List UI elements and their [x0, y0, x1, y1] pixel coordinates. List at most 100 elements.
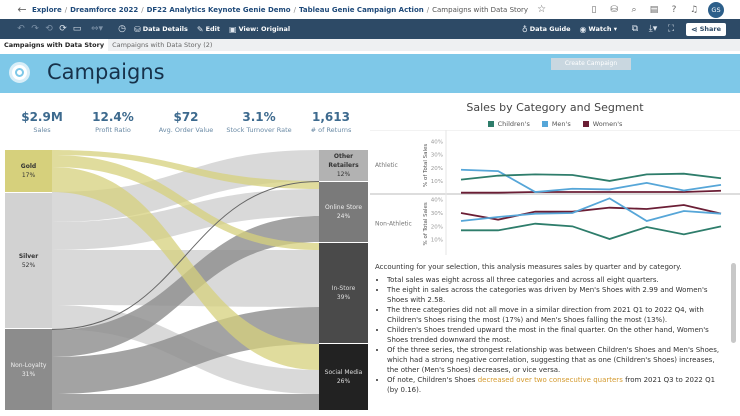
- comment-icon[interactable]: ⧉: [631, 24, 639, 34]
- view-button[interactable]: ▣ View: Original: [229, 25, 290, 34]
- sheet-tabs: Campaigns with Data Story Campaigns with…: [0, 39, 740, 51]
- edit-button[interactable]: ✎ Edit: [197, 25, 220, 34]
- node-label: Online Store: [324, 204, 363, 211]
- sankey-node-other-retailers[interactable]: Other Retailers 12%: [319, 150, 368, 181]
- sankey-flow-non-loyalty-other[interactable]: [51, 181, 320, 330]
- metrics-icon[interactable]: ◷: [118, 24, 126, 34]
- sankey-node-silver[interactable]: Silver 52%: [5, 193, 52, 328]
- narrative-scrollbar[interactable]: [731, 263, 736, 343]
- lightbulb-icon: ♁: [521, 24, 528, 34]
- back-arrow-icon[interactable]: ←: [17, 3, 27, 16]
- kpi-value: $2.9M: [21, 110, 63, 124]
- sankey-node-gold[interactable]: Gold 17%: [5, 150, 52, 192]
- series-line-1-childrens[interactable]: [461, 222, 722, 240]
- series-line-0-womens[interactable]: [461, 189, 722, 194]
- watch-label: Watch: [588, 25, 612, 33]
- y-tick-label: 20%: [431, 166, 443, 172]
- sankey-chart: [51, 150, 320, 410]
- kpi-label: Sales: [33, 126, 51, 134]
- node-pct: 17%: [21, 172, 36, 179]
- search-icon[interactable]: ⌕: [631, 4, 637, 15]
- node-label: Non-Loyalty: [10, 361, 47, 369]
- highlighted-insight-link[interactable]: decreased over two consecutive quarters: [477, 376, 623, 384]
- eye-icon: ◉: [579, 24, 587, 34]
- kpi-value: 1,613: [312, 110, 350, 124]
- star-icon[interactable]: ☆: [537, 4, 547, 15]
- y-tick-label: 30%: [431, 153, 443, 159]
- legend-swatch: [541, 121, 548, 127]
- sankey-node-non-loyalty[interactable]: Non-Loyalty 31%: [5, 329, 52, 410]
- breadcrumb-explore[interactable]: Explore: [32, 5, 62, 14]
- tab-campaigns-with-data-story[interactable]: Campaigns with Data Story: [0, 39, 109, 51]
- narrative-bullet: Of the three series, the strongest relat…: [387, 345, 727, 375]
- create-campaign-button[interactable]: Create Campaign: [551, 58, 631, 70]
- pause-icon[interactable]: ▭: [72, 24, 82, 34]
- node-label: Gold: [20, 163, 37, 170]
- sankey-node-social-media[interactable]: Social Media 26%: [319, 344, 368, 410]
- node-pct: 39%: [336, 294, 351, 301]
- sankey-flow-gold[interactable]: [52, 167, 319, 370]
- undo-icon[interactable]: ↶: [17, 24, 25, 34]
- sankey-node-online-store[interactable]: Online Store 24%: [319, 182, 368, 242]
- legend-item-childrens[interactable]: Children's: [487, 120, 530, 128]
- sankey-flow-gold[interactable]: [52, 155, 319, 250]
- database-icon[interactable]: ⛁: [610, 4, 618, 15]
- kpi-label: Avg. Order Value: [158, 126, 214, 134]
- narrative-intro: Accounting for your selection, this anal…: [375, 263, 682, 271]
- narrative-bullet: The eight in sales across the categories…: [387, 285, 727, 305]
- node-pct: 24%: [336, 213, 351, 220]
- campaign-logo-icon: [9, 62, 30, 83]
- data-details-button[interactable]: ⛁ Data Details: [134, 25, 188, 34]
- series-line-0-childrens[interactable]: [460, 172, 722, 182]
- notes-icon[interactable]: ▤: [649, 4, 659, 15]
- page-title: Campaigns: [47, 60, 165, 84]
- y-tick-label: 40%: [431, 198, 443, 204]
- link-icon[interactable]: ⇔▾: [90, 24, 104, 34]
- fullscreen-icon[interactable]: ⛶: [667, 24, 675, 34]
- legend-label: Women's: [592, 120, 623, 128]
- data-details-label: Data Details: [142, 25, 188, 33]
- node-pct: 31%: [21, 370, 36, 378]
- revert-icon[interactable]: ⟲: [45, 24, 53, 34]
- legend-item-mens[interactable]: Men's: [541, 120, 571, 128]
- share-button[interactable]: ⋖ Share: [685, 22, 726, 36]
- node-label: Social Media: [324, 369, 363, 376]
- kpi-value: 12.4%: [92, 110, 134, 124]
- kpi-sales: $2.9M Sales: [0, 110, 87, 134]
- y-tick-label: 10%: [431, 238, 443, 244]
- breadcrumb-dreamforce[interactable]: Dreamforce 2022: [70, 5, 139, 14]
- node-label: Silver: [18, 252, 39, 260]
- breadcrumb-genie[interactable]: Tableau Genie Campaign Action: [298, 5, 424, 14]
- legend-swatch: [582, 121, 589, 127]
- tab-campaigns-with-data-story-2[interactable]: Campaigns with Data Story (2): [112, 41, 213, 49]
- bullet-text: Of note, Children's Shoes: [387, 376, 478, 384]
- breadcrumb-keynote[interactable]: DF22 Analytics Keynote Genie Demo: [146, 5, 291, 14]
- data-story-narrative: Accounting for your selection, this anal…: [375, 262, 727, 395]
- sankey-flow-non-loyalty[interactable]: [52, 394, 319, 410]
- refresh-icon[interactable]: ⟳: [59, 24, 67, 34]
- kpi-value: 3.1%: [242, 110, 276, 124]
- legend-item-womens[interactable]: Women's: [582, 120, 623, 128]
- watch-button[interactable]: ◉ Watch ▾: [579, 24, 617, 34]
- series-line-1-womens[interactable]: [460, 204, 722, 221]
- avatar[interactable]: GS: [708, 1, 724, 18]
- kpi-returns: 1,613 # of Returns: [286, 110, 376, 134]
- sankey-node-in-store[interactable]: In-Store 39%: [319, 243, 368, 343]
- narrative-bullet: Of note, Children's Shoes decreased over…: [387, 375, 727, 395]
- help-icon[interactable]: ?: [671, 4, 677, 15]
- data-guide-button[interactable]: ♁ Data Guide: [522, 25, 571, 34]
- sankey-flow-silver[interactable]: [52, 189, 319, 250]
- node-pct: 26%: [336, 378, 351, 385]
- sankey-flow-non-loyalty[interactable]: [52, 216, 319, 357]
- edit-icon: ✎: [196, 24, 204, 34]
- node-label: In-Store: [331, 285, 356, 292]
- kpi-label: # of Returns: [310, 126, 352, 134]
- download-icon[interactable]: ⤓▾: [648, 24, 658, 34]
- kpi-profit-ratio: 12.4% Profit Ratio: [68, 110, 158, 134]
- share-label: Share: [699, 25, 721, 33]
- redo-icon[interactable]: ↷: [31, 24, 39, 34]
- sankey-flow-gold[interactable]: [52, 150, 319, 189]
- bell-icon[interactable]: ♫: [689, 4, 699, 15]
- device-icon[interactable]: ▯: [591, 4, 597, 15]
- series-line-1-mens[interactable]: [460, 197, 722, 222]
